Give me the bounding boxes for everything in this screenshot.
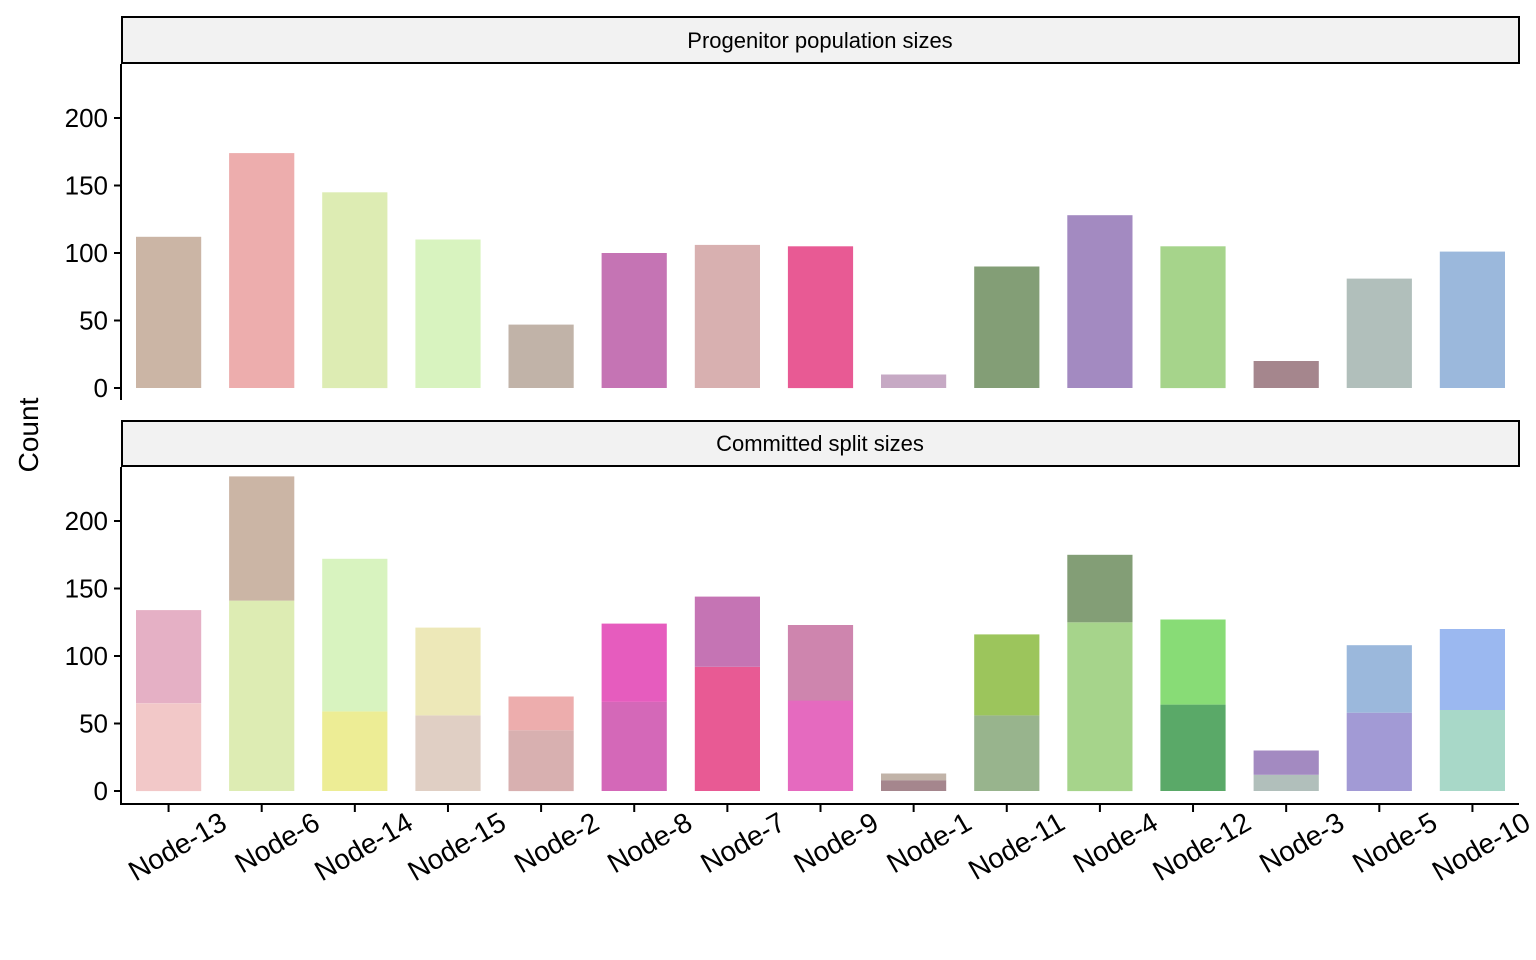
y-tick-label: 0 — [94, 373, 108, 403]
bar-node-9-segment-1 — [787, 246, 854, 389]
bar-node-10-segment-1 — [1439, 710, 1505, 791]
y-tick-label: 150 — [65, 574, 108, 604]
panel-2-title: Committed split sizes — [716, 431, 924, 456]
panel-2-plot: 0 50 100 150 200 — [65, 467, 1505, 806]
x-category-label: Node-15 — [402, 806, 511, 887]
panel-1-title: Progenitor population sizes — [687, 28, 952, 53]
bar-node-4-segment-1 — [1067, 622, 1133, 792]
x-category-label: Node-13 — [123, 806, 232, 887]
x-category-label: Node-11 — [963, 806, 1070, 886]
panel-1-plot: 0 50 100 150 200 — [65, 64, 1505, 403]
bar-node-6-segment-1 — [229, 153, 295, 388]
bar-node-1-segment-1 — [881, 780, 947, 791]
y-tick-label: 50 — [79, 306, 108, 336]
panel-2-strip: Committed split sizes — [121, 420, 1520, 467]
bar-node-1-segment-1 — [881, 374, 947, 388]
bar-node-4-segment-1 — [1067, 215, 1133, 388]
bar-node-8-segment-2 — [601, 623, 667, 702]
bar-node-15-segment-1 — [415, 239, 481, 388]
bar-node-4-segment-2 — [1067, 554, 1133, 623]
bar-node-11-segment-1 — [974, 715, 1040, 791]
bar-node-15-segment-2 — [415, 627, 481, 716]
y-tick-label: 200 — [65, 103, 108, 133]
x-category-label: Node-3 — [1254, 806, 1349, 879]
bar-node-14-segment-2 — [322, 558, 388, 712]
bar-node-5-segment-1 — [1346, 712, 1412, 791]
bar-node-13-segment-1 — [136, 703, 202, 792]
bar-node-12-segment-2 — [1160, 619, 1226, 705]
bar-node-6-segment-2 — [229, 476, 295, 601]
bar-node-5-segment-1 — [1346, 278, 1412, 388]
bar-node-14-segment-1 — [322, 192, 388, 389]
bar-node-7-segment-1 — [694, 244, 760, 388]
bar-node-10-segment-1 — [1439, 251, 1505, 388]
bar-node-8-segment-1 — [601, 253, 667, 388]
y-tick-label: 100 — [65, 238, 108, 268]
bar-node-2-segment-1 — [508, 730, 574, 792]
bar-node-3-segment-2 — [1253, 750, 1319, 775]
y-tick-label: 150 — [65, 171, 108, 201]
x-category-label: Node-1 — [882, 806, 977, 879]
panel-1-strip: Progenitor population sizes — [121, 16, 1520, 64]
y-tick-label: 50 — [79, 709, 108, 739]
bar-node-11-segment-2 — [974, 634, 1040, 716]
y-tick-label: 100 — [65, 641, 108, 671]
x-category-label: Node-8 — [602, 806, 697, 879]
x-category-label: Node-10 — [1427, 806, 1536, 887]
bar-node-7-segment-2 — [694, 596, 760, 667]
bar-node-5-segment-2 — [1346, 645, 1412, 713]
y-tick-label: 0 — [94, 776, 108, 806]
x-category-label: Node-5 — [1347, 806, 1442, 879]
bar-node-14-segment-1 — [322, 711, 388, 791]
x-axis: Node-13Node-6Node-14Node-15Node-2Node-8N… — [120, 803, 1536, 887]
x-category-label: Node-4 — [1068, 806, 1163, 879]
bar-node-10-segment-2 — [1439, 629, 1505, 710]
y-axis-title: Count — [13, 397, 44, 472]
x-category-label: Node-6 — [230, 806, 325, 879]
bar-node-13-segment-2 — [136, 610, 202, 704]
x-category-label: Node-2 — [509, 806, 604, 879]
bar-node-13-segment-1 — [136, 236, 202, 388]
bar-node-8-segment-1 — [601, 701, 667, 791]
bar-node-3-segment-1 — [1253, 361, 1319, 388]
bar-node-15-segment-1 — [415, 715, 481, 791]
bar-node-2-segment-1 — [508, 324, 574, 388]
bar-node-3-segment-1 — [1253, 774, 1319, 791]
x-category-label: Node-9 — [788, 806, 883, 879]
x-category-label: Node-12 — [1147, 806, 1256, 887]
bar-node-12-segment-1 — [1160, 246, 1226, 389]
bar-node-9-segment-1 — [787, 700, 854, 791]
bar-node-7-segment-1 — [694, 666, 760, 791]
y-tick-label: 200 — [65, 506, 108, 536]
bar-node-12-segment-1 — [1160, 704, 1226, 791]
bar-node-1-segment-2 — [881, 773, 947, 781]
x-category-label: Node-7 — [695, 806, 790, 879]
bar-node-9-segment-2 — [787, 625, 854, 701]
bar-node-2-segment-2 — [508, 696, 574, 731]
x-category-label: Node-14 — [309, 806, 418, 887]
bar-node-11-segment-1 — [974, 266, 1040, 388]
bar-node-6-segment-1 — [229, 600, 295, 791]
